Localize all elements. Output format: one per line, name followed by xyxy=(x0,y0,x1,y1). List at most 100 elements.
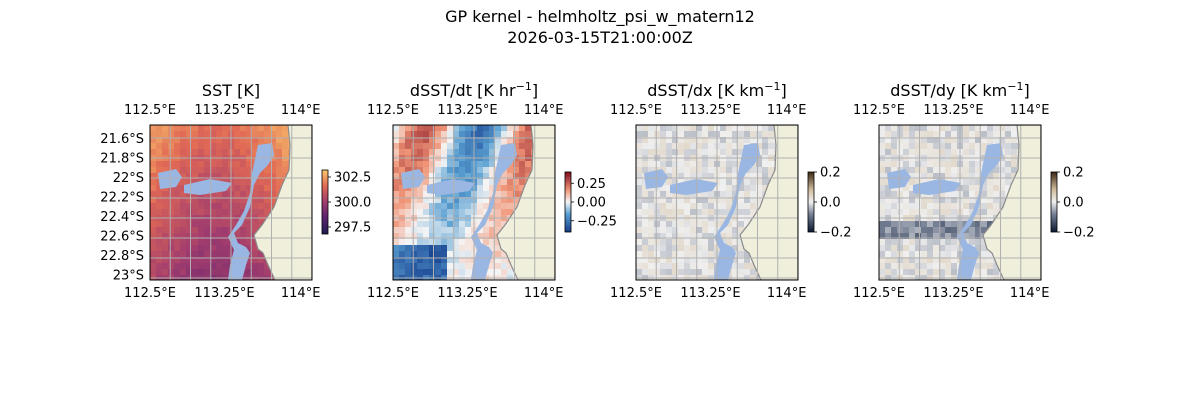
heatmap-cell xyxy=(945,251,952,258)
heatmap-cell xyxy=(441,269,448,276)
heatmap-cell xyxy=(216,197,223,204)
heatmap-cell xyxy=(762,173,769,180)
heatmap-cell xyxy=(246,143,253,150)
heatmap-cell xyxy=(927,167,934,174)
heatmap-cell xyxy=(642,191,649,198)
heatmap-cell xyxy=(993,137,1000,144)
heatmap-cell xyxy=(210,137,217,144)
heatmap-cell xyxy=(246,185,253,192)
heatmap-cell xyxy=(429,161,436,168)
heatmap-cell xyxy=(411,209,418,216)
heatmap-cell xyxy=(648,149,655,156)
heatmap-cell xyxy=(156,227,163,234)
heatmap-cell xyxy=(969,239,976,246)
x-tick-label-bottom: 113.25°E xyxy=(437,286,497,301)
heatmap-cell xyxy=(210,167,217,174)
panel-title: dSST/dy [K km−1] xyxy=(890,80,1029,101)
heatmap-cell xyxy=(720,161,727,168)
heatmap-cell xyxy=(501,173,508,180)
heatmap-cell xyxy=(393,227,400,234)
heatmap-cell xyxy=(768,137,775,144)
heatmap-cell xyxy=(927,233,934,240)
heatmap-cell xyxy=(489,209,496,216)
heatmap-cell xyxy=(276,131,283,138)
x-tick-label-top: 112.5°E xyxy=(853,103,905,118)
heatmap-cell xyxy=(648,227,655,234)
heatmap-cell xyxy=(927,143,934,150)
heatmap-cell xyxy=(690,239,697,246)
heatmap-cell xyxy=(240,191,247,198)
heatmap-cell xyxy=(447,245,454,252)
heatmap-cell xyxy=(945,263,952,270)
heatmap-cell xyxy=(684,209,691,216)
heatmap-cell xyxy=(459,209,466,216)
heatmap-cell xyxy=(951,269,958,276)
heatmap-cell xyxy=(405,209,412,216)
heatmap-cell xyxy=(666,269,673,276)
heatmap-cell xyxy=(489,137,496,144)
heatmap-cell xyxy=(168,269,175,276)
heatmap-cell xyxy=(756,179,763,186)
heatmap-cell xyxy=(204,143,211,150)
heatmap-cell xyxy=(162,203,169,210)
panel-2: dSST/dt [K hr−1]112.5°E112.5°E113.25°E11… xyxy=(367,80,617,302)
heatmap-cell xyxy=(423,125,430,132)
heatmap-cell xyxy=(216,191,223,198)
heatmap-cell xyxy=(417,251,424,258)
heatmap-cell xyxy=(708,251,715,258)
heatmap-cell xyxy=(678,263,685,270)
x-tick-label-bottom: 113.25°E xyxy=(194,286,254,301)
heatmap-cell xyxy=(411,149,418,156)
heatmap-cell xyxy=(654,131,661,138)
heatmap-cell xyxy=(489,143,496,150)
heatmap-cell xyxy=(660,221,667,228)
heatmap-cell xyxy=(252,185,259,192)
heatmap-cell xyxy=(921,233,928,240)
heatmap-cell xyxy=(405,221,412,228)
heatmap-cell xyxy=(993,263,1000,270)
heatmap-cell xyxy=(399,167,406,174)
panel-title-text: dSST/dy [K km xyxy=(890,81,1007,100)
heatmap-cell xyxy=(921,227,928,234)
heatmap-cell xyxy=(465,173,472,180)
heatmap-cell xyxy=(240,167,247,174)
heatmap-cell xyxy=(690,203,697,210)
heatmap-cell xyxy=(750,191,757,198)
heatmap-cell xyxy=(186,209,193,216)
heatmap-cell xyxy=(993,191,1000,198)
heatmap-cell xyxy=(744,185,751,192)
heatmap-cell xyxy=(276,161,283,168)
colorbar xyxy=(564,171,572,233)
heatmap-cell xyxy=(696,149,703,156)
heatmap-cell xyxy=(750,269,757,276)
heatmap-cell xyxy=(417,161,424,168)
panel-title-superscript: −1 xyxy=(1007,80,1023,93)
heatmap-cell xyxy=(891,257,898,264)
heatmap-cell xyxy=(399,137,406,144)
heatmap-cell xyxy=(282,137,289,144)
heatmap-cell xyxy=(465,221,472,228)
heatmap-cell xyxy=(762,131,769,138)
heatmap-cell xyxy=(258,203,265,210)
heatmap-cell xyxy=(465,245,472,252)
heatmap-cell xyxy=(495,227,502,234)
heatmap-cell xyxy=(222,131,229,138)
heatmap-cell xyxy=(210,233,217,240)
x-tick-label-bottom: 114°E xyxy=(767,286,807,301)
heatmap-cell xyxy=(963,233,970,240)
heatmap-cell xyxy=(156,263,163,270)
heatmap-cell xyxy=(672,167,679,174)
heatmap-cell xyxy=(276,149,283,156)
heatmap-cell xyxy=(897,209,904,216)
x-tick-label-bottom: 114°E xyxy=(524,286,564,301)
heatmap-cell xyxy=(696,245,703,252)
heatmap-cell xyxy=(204,263,211,270)
heatmap-cell xyxy=(636,233,643,240)
heatmap-cell xyxy=(660,263,667,270)
heatmap-cell xyxy=(429,245,436,252)
heatmap-cell xyxy=(720,185,727,192)
heatmap-cell xyxy=(447,173,454,180)
heatmap-cell xyxy=(726,125,733,132)
heatmap-cell xyxy=(690,173,697,180)
panel-title-text: dSST/dx [K km xyxy=(647,81,764,100)
